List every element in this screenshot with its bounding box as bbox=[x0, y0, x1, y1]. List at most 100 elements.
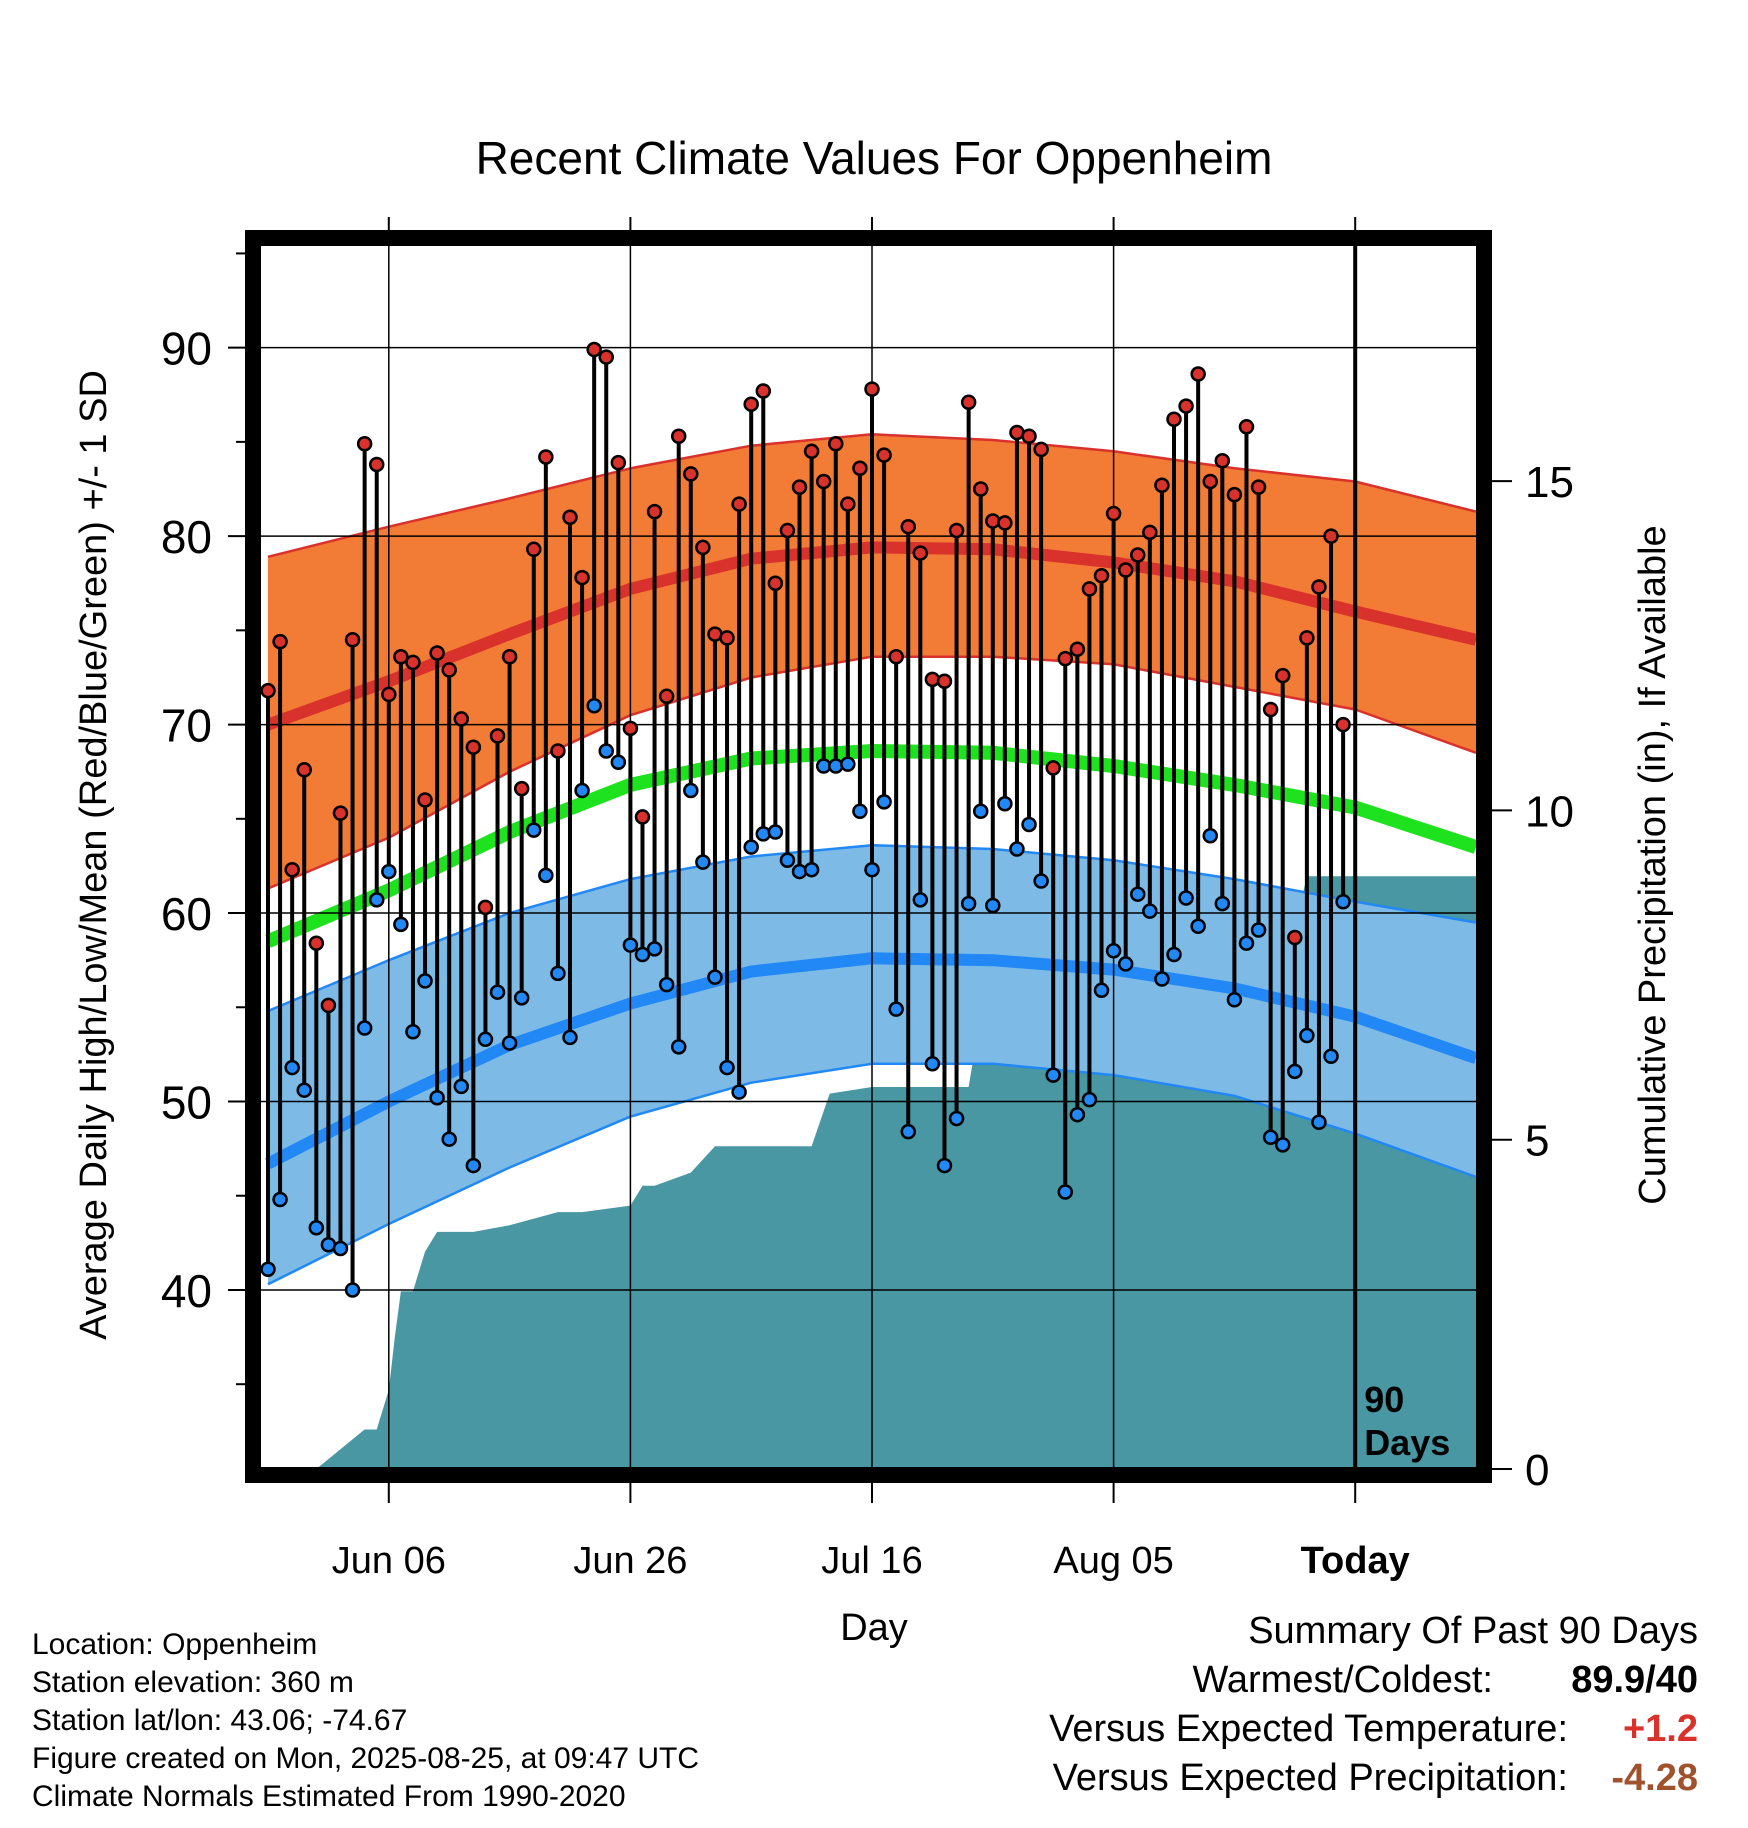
daily-high-point bbox=[985, 513, 1001, 529]
daily-high-point bbox=[791, 479, 808, 495]
daily-high-point bbox=[852, 460, 868, 477]
daily-low-point bbox=[960, 895, 977, 912]
precip-anomaly-value: -4.28 bbox=[1611, 1757, 1698, 1799]
daily-high-point bbox=[646, 503, 663, 520]
daily-high-point bbox=[526, 541, 542, 558]
daily-low-point bbox=[1154, 971, 1170, 987]
daily-high-point bbox=[864, 381, 880, 397]
y-axis-label: Average Daily High/Low/Mean (Red/Blue/Gr… bbox=[73, 370, 115, 1340]
summary-title-row: Summary Of Past 90 Days bbox=[798, 1610, 1698, 1659]
daily-high-point bbox=[1335, 716, 1351, 733]
normals-line: Climate Normals Estimated From 1990-2020 bbox=[32, 1780, 626, 1813]
daily-high-point bbox=[598, 349, 614, 365]
daily-high-point bbox=[658, 688, 675, 705]
daily-high-point bbox=[1214, 452, 1231, 469]
daily-high-point bbox=[803, 443, 820, 460]
daily-low-point bbox=[1202, 828, 1218, 844]
daily-high-point bbox=[1117, 562, 1134, 578]
daily-low-point bbox=[1069, 1106, 1086, 1123]
daily-low-point bbox=[453, 1078, 470, 1095]
daily-high-point bbox=[1154, 477, 1170, 493]
x-tick-label: Jun 26 bbox=[573, 1540, 687, 1582]
daily-high-point bbox=[260, 682, 276, 699]
daily-low-point bbox=[755, 826, 772, 842]
daily-high-point bbox=[1226, 486, 1243, 503]
daily-high-point bbox=[356, 436, 373, 452]
created-line: Figure created on Mon, 2025-08-25, at 09… bbox=[32, 1742, 700, 1775]
daily-low-point bbox=[429, 1089, 445, 1106]
temp-anomaly-value: +1.2 bbox=[1622, 1708, 1698, 1750]
x-tick-label: Jun 06 bbox=[332, 1540, 446, 1582]
daily-high-point bbox=[767, 575, 784, 591]
daily-low-point bbox=[1178, 890, 1194, 906]
today-label-days: Days bbox=[1364, 1422, 1450, 1463]
daily-low-point bbox=[562, 1029, 578, 1046]
daily-low-point bbox=[912, 892, 929, 908]
daily-low-point bbox=[900, 1123, 916, 1140]
daily-high-point bbox=[888, 648, 904, 665]
y2-tick-label: 5 bbox=[1525, 1117, 1549, 1166]
daily-low-point bbox=[683, 782, 699, 799]
warm-cold-row: Warmest/Coldest: 89.9/40 bbox=[798, 1659, 1698, 1708]
daily-low-point bbox=[936, 1157, 953, 1174]
daily-high-point bbox=[1166, 411, 1182, 428]
daily-low-point bbox=[634, 946, 651, 963]
daily-high-point bbox=[972, 481, 989, 497]
precip-anomaly-label: Versus Expected Precipitation: bbox=[1052, 1757, 1568, 1799]
daily-high-point bbox=[610, 454, 627, 471]
y2-tick-label: 10 bbox=[1525, 787, 1574, 836]
daily-high-point bbox=[550, 743, 566, 759]
y-tick-label: 60 bbox=[161, 888, 212, 940]
daily-low-point bbox=[1117, 956, 1134, 972]
daily-low-point bbox=[743, 839, 759, 855]
daily-low-point bbox=[332, 1240, 349, 1257]
daily-low-point bbox=[308, 1220, 325, 1236]
daily-low-point bbox=[1287, 1063, 1303, 1080]
daily-high-point bbox=[465, 739, 482, 755]
daily-low-point bbox=[381, 863, 397, 880]
daily-low-point bbox=[1033, 873, 1049, 889]
y2-tick-label: 0 bbox=[1525, 1446, 1549, 1495]
latlon-line: Station lat/lon: 43.06; -74.67 bbox=[32, 1704, 408, 1737]
daily-low-point bbox=[489, 984, 506, 1000]
daily-high-point bbox=[381, 686, 397, 703]
daily-low-point bbox=[1323, 1048, 1339, 1065]
y-tick-label: 70 bbox=[161, 700, 212, 752]
summary-title: Summary Of Past 90 Days bbox=[1248, 1610, 1698, 1652]
daily-high-point bbox=[1130, 547, 1146, 563]
daily-high-point bbox=[453, 711, 470, 727]
daily-low-point bbox=[1130, 886, 1146, 902]
daily-low-point bbox=[803, 861, 820, 878]
daily-low-point bbox=[622, 937, 639, 953]
daily-low-point bbox=[417, 973, 433, 989]
daily-low-point bbox=[1166, 946, 1182, 963]
daily-low-point bbox=[1190, 918, 1206, 934]
daily-low-point bbox=[658, 976, 675, 993]
daily-low-point bbox=[526, 822, 542, 838]
warm-cold-label: Warmest/Coldest: bbox=[1192, 1659, 1493, 1701]
daily-high-point bbox=[997, 515, 1013, 531]
daily-high-point bbox=[683, 466, 699, 482]
daily-high-point bbox=[695, 539, 711, 556]
daily-low-point bbox=[260, 1261, 276, 1277]
daily-high-point bbox=[429, 645, 445, 661]
daily-low-point bbox=[610, 754, 627, 771]
daily-low-point bbox=[840, 756, 856, 772]
daily-high-point bbox=[670, 428, 687, 444]
daily-high-point bbox=[755, 383, 772, 399]
precip-anomaly-row: Versus Expected Precipitation: -4.28 bbox=[798, 1757, 1698, 1806]
y2-axis-label: Cumulative Precipitation (in), If Availa… bbox=[1632, 525, 1674, 1204]
daily-high-point bbox=[622, 720, 639, 737]
daily-low-point bbox=[1021, 816, 1037, 833]
y2-tick-label: 15 bbox=[1525, 458, 1574, 507]
daily-low-point bbox=[972, 803, 989, 820]
daily-high-point bbox=[1299, 630, 1315, 646]
daily-low-point bbox=[695, 854, 711, 870]
daily-high-point bbox=[1033, 441, 1049, 458]
daily-low-point bbox=[1335, 893, 1351, 910]
daily-high-point bbox=[1105, 505, 1122, 522]
daily-high-point bbox=[731, 496, 747, 512]
daily-low-point bbox=[598, 743, 614, 759]
daily-low-point bbox=[719, 1059, 735, 1076]
